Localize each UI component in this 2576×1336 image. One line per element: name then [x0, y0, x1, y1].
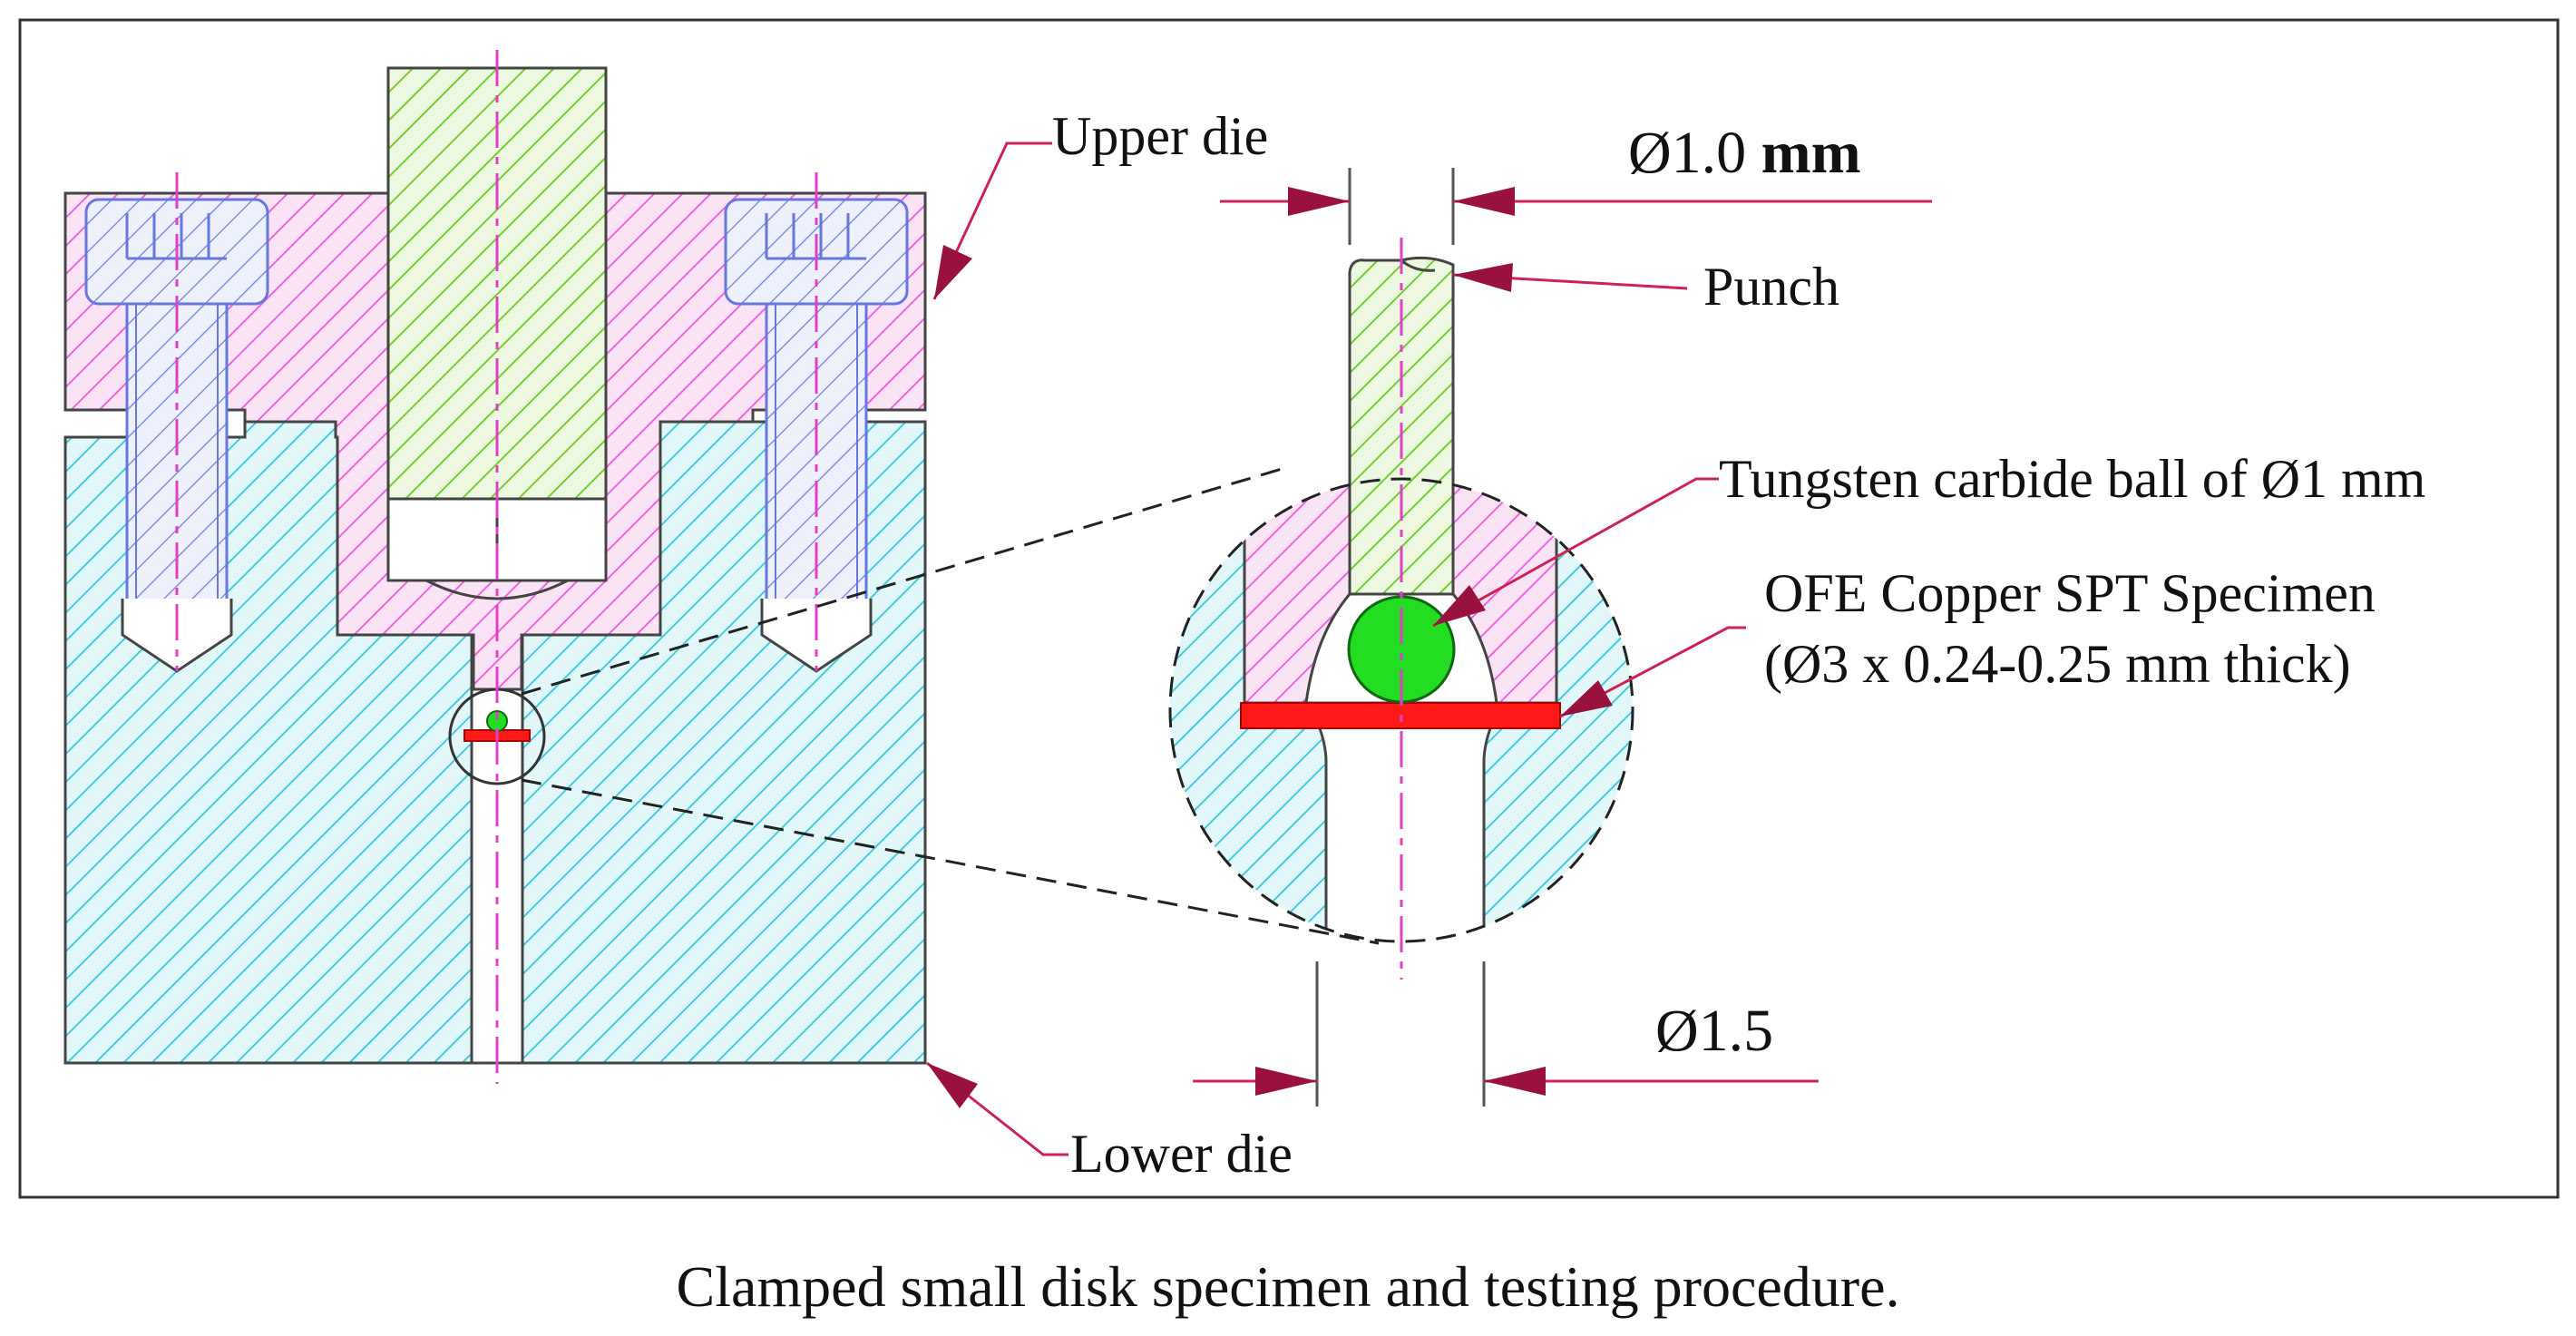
detail-boundary [1168, 477, 1634, 943]
specimen-label-line1: OFE Copper SPT Specimen [1764, 563, 2376, 623]
figure-frame [18, 18, 2560, 1199]
lower-die-label: Lower die [1070, 1124, 1293, 1184]
assembly-view [63, 50, 927, 1084]
dimension-bottom-label: Ø1.5 [1655, 998, 1773, 1064]
dimension-bottom: Ø1.5 [1193, 961, 1819, 1107]
callout-specimen: OFE Copper SPT Specimen (Ø3 x 0.24-0.25 … [1559, 563, 2376, 718]
magnifier-line-top [521, 465, 1289, 696]
callout-ball: Tungsten carbide ball of Ø1 mm [1432, 449, 2425, 628]
upper-die-label: Upper die [1052, 106, 1268, 166]
figure-caption: Clamped small disk specimen and testing … [677, 1254, 1900, 1319]
specimen-label-line2: (Ø3 x 0.24-0.25 mm thick) [1764, 634, 2351, 694]
detail-view [1168, 238, 1634, 980]
dimension-top: Ø1.0 mm [1220, 120, 1932, 245]
callout-punch: Punch [1452, 257, 1839, 317]
magnifier-line-bottom [521, 778, 1380, 945]
callout-lower-die: Lower die [926, 1061, 1293, 1184]
ball-label: Tungsten carbide ball of Ø1 mm [1719, 449, 2425, 509]
punch-label: Punch [1703, 257, 1839, 317]
dimension-top-label: Ø1.0 mm [1628, 120, 1861, 186]
callout-upper-die: Upper die [932, 106, 1268, 300]
